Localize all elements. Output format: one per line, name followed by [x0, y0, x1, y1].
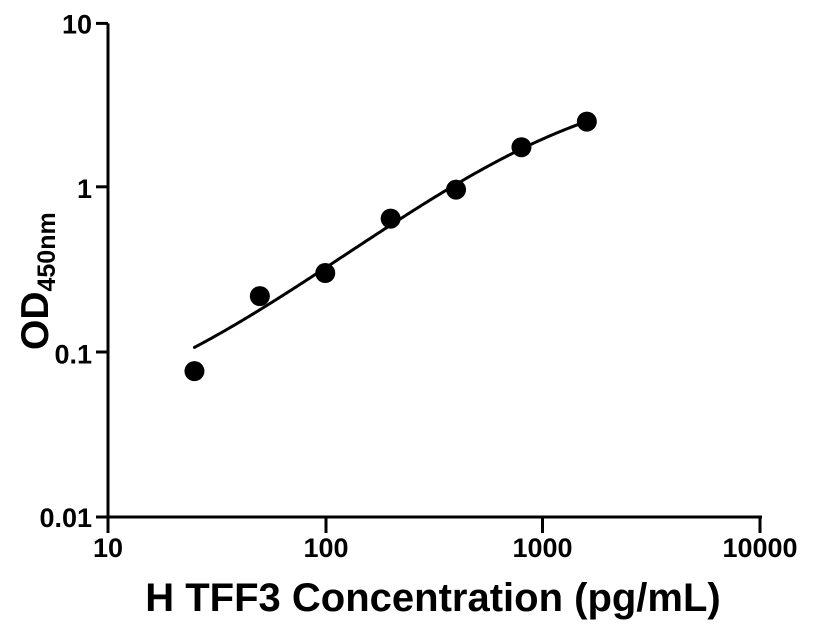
- svg-text:0.1: 0.1: [54, 339, 92, 369]
- svg-text:1: 1: [77, 174, 92, 204]
- svg-text:10: 10: [93, 533, 123, 563]
- svg-text:0.01: 0.01: [39, 503, 92, 533]
- svg-text:OD450nm: OD450nm: [14, 212, 61, 350]
- svg-text:1000: 1000: [512, 533, 572, 563]
- svg-text:H TFF3 Concentration (pg/mL): H TFF3 Concentration (pg/mL): [145, 576, 721, 620]
- svg-text:100: 100: [303, 533, 348, 563]
- svg-text:10000: 10000: [722, 533, 797, 563]
- svg-text:10: 10: [62, 10, 92, 40]
